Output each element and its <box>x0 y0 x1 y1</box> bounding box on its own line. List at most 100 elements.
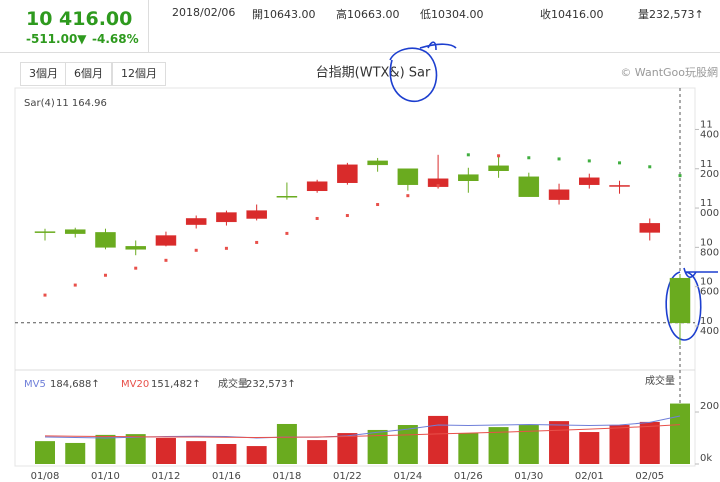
range-button[interactable]: 12個月 <box>112 62 166 86</box>
x-tick-label: 01/22 <box>333 471 362 482</box>
sar-legend-value: 11 164.96 <box>56 98 107 109</box>
ma-legend-value: 151,482↑ <box>151 379 201 390</box>
volume-bar <box>549 421 570 464</box>
hand-annotation <box>665 267 718 341</box>
volume-bar <box>35 441 55 464</box>
volume-bar <box>518 425 539 464</box>
candle-body <box>185 218 207 225</box>
candle-body <box>367 160 388 166</box>
range-button[interactable]: 6個月 <box>65 62 112 86</box>
volume-axis-label: 成交量 <box>645 374 675 387</box>
candle-body <box>639 223 661 233</box>
y-tick-label: 11 400 <box>700 119 719 140</box>
sar-dot <box>103 273 107 277</box>
volume-bar <box>216 443 237 464</box>
sar-dot <box>376 203 380 207</box>
y-tick-label: 11 000 <box>700 198 719 219</box>
candle-body <box>95 232 116 248</box>
sar-dot <box>315 216 319 220</box>
candle-body <box>216 212 237 223</box>
x-tick-label: 01/10 <box>91 471 120 482</box>
sar-dot <box>285 231 289 235</box>
sar-dot <box>255 240 259 244</box>
sar-dot <box>557 157 561 161</box>
volume-bar <box>125 434 146 464</box>
sar-dot <box>678 174 682 178</box>
range-button[interactable]: 3個月 <box>20 62 67 86</box>
candle-body <box>397 168 419 185</box>
volume-tick-label: 200k <box>700 401 720 412</box>
sar-dot <box>436 184 440 188</box>
volume-bar <box>246 446 267 464</box>
candle-body <box>427 178 449 187</box>
sar-dot <box>527 156 531 160</box>
sar-dot <box>648 165 652 169</box>
volume-tick-label: 0k <box>700 453 712 464</box>
candle-body <box>125 246 146 250</box>
ma-legend-value: 184,688↑ <box>50 379 100 390</box>
change: -511.00▼ <box>26 32 87 46</box>
volume-bar <box>155 438 176 464</box>
volume-bar <box>397 425 418 464</box>
candle-body <box>669 277 691 324</box>
x-tick-label: 01/12 <box>152 471 181 482</box>
high: 高10663.00 <box>336 8 400 21</box>
x-tick-label: 01/30 <box>514 471 543 482</box>
candle-body <box>337 164 358 183</box>
volume: 量232,573↑ <box>638 8 704 21</box>
ma-legend-name: MV20 <box>121 379 149 390</box>
quote-header: 10 416.00 -511.00▼ -4.68% 2018/02/06 開10… <box>0 0 720 53</box>
x-tick-label: 02/05 <box>635 471 664 482</box>
sar-dot <box>194 248 198 252</box>
volume-bar <box>307 440 328 464</box>
volume-bar <box>579 432 600 464</box>
volume-bar <box>670 403 690 464</box>
volume-bar <box>367 429 388 464</box>
price: 10 416.00 <box>26 8 133 30</box>
volume-bar <box>337 433 358 464</box>
volume-bar <box>65 442 86 464</box>
x-tick-label: 01/24 <box>393 471 422 482</box>
ma-line <box>44 424 681 438</box>
low: 低10304.00 <box>420 8 484 21</box>
volume-bar <box>639 421 660 464</box>
percent: -4.68% <box>92 32 139 46</box>
volume-bar <box>458 433 479 464</box>
candle-body <box>548 189 570 200</box>
volume-legend-name: 成交量 <box>218 377 248 390</box>
candle-body <box>276 196 298 198</box>
credit: © WantGoo玩股網 <box>620 65 718 79</box>
candle-body <box>306 181 328 192</box>
quote-box: 10 416.00 -511.00▼ -4.68% <box>0 0 149 52</box>
candle-body <box>34 231 56 233</box>
volume-legend-value: 232,573↑ <box>246 379 296 390</box>
volume-bar <box>488 427 509 464</box>
x-tick-label: 02/01 <box>575 471 604 482</box>
sar-dot <box>73 283 77 287</box>
ma-line <box>44 415 681 439</box>
candle-body <box>609 185 630 187</box>
volume-bar <box>276 423 297 464</box>
sar-dot <box>164 258 168 262</box>
plot-frame <box>14 87 696 467</box>
chart-title: 台指期(WTX&) Sar <box>316 66 431 81</box>
volume-bar <box>428 415 449 464</box>
candle-body <box>155 235 177 246</box>
sar-dot <box>466 153 470 157</box>
candle-body <box>246 210 267 219</box>
sar-dot <box>497 154 501 158</box>
open: 開10643.00 <box>252 8 316 21</box>
volume-bar <box>186 441 207 464</box>
sar-legend-name: Sar(4) <box>24 98 55 109</box>
y-tick-label: 10 400 <box>700 316 719 337</box>
y-tick-label: 10 600 <box>700 277 719 298</box>
volume-bar <box>609 425 630 464</box>
sar-dot <box>618 161 622 165</box>
volume-bar <box>95 434 116 464</box>
candle-body <box>518 176 540 197</box>
candle-body <box>488 165 509 171</box>
candle-body <box>64 229 86 234</box>
sar-dot <box>134 266 138 270</box>
x-tick-label: 01/18 <box>272 471 301 482</box>
